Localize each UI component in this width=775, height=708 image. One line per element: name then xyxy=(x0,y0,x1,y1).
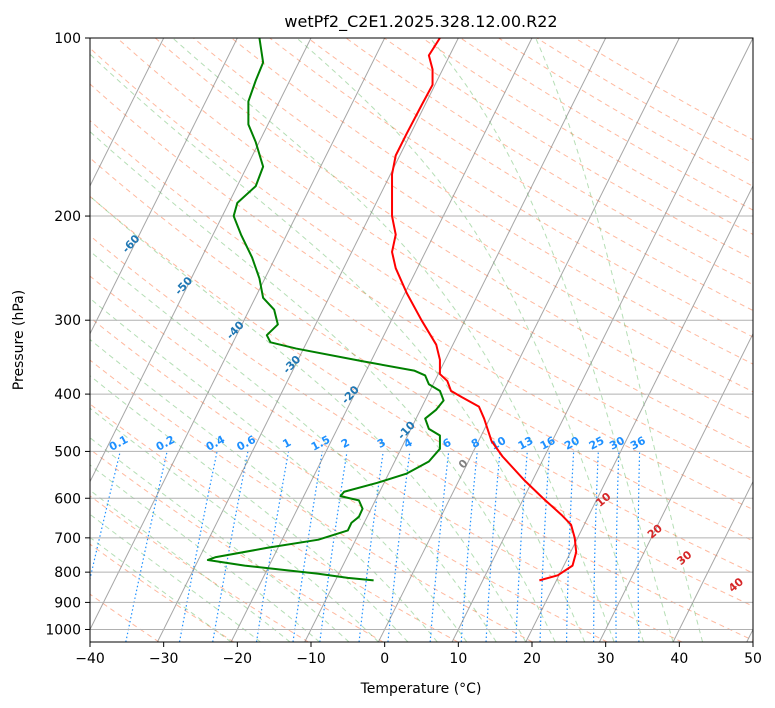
dry-adiabat-line xyxy=(90,359,533,642)
x-tick-label: 0 xyxy=(380,651,389,667)
x-tick-label: −30 xyxy=(149,651,179,667)
moist-adiabat-line xyxy=(296,38,645,642)
skewed-isotherm-line xyxy=(451,38,753,642)
x-tick-label: 50 xyxy=(744,651,762,667)
x-axis-ticks: −40 −30 −20 −10 0 10 20 30 40 50 xyxy=(75,642,762,667)
sounding-series xyxy=(206,38,578,582)
moist-adiabat-line xyxy=(90,338,438,642)
mixing-ratio-line xyxy=(90,451,121,582)
y-tick-label: 900 xyxy=(54,595,81,611)
moist-adiabat-line xyxy=(90,297,468,642)
mixing-ratio-label: 36 xyxy=(628,434,648,453)
mixing-ratio-label: 16 xyxy=(538,434,558,453)
skewed-isotherms xyxy=(90,38,753,642)
mixing-ratio-line xyxy=(358,451,384,642)
dewpoint-profile-line xyxy=(206,38,445,582)
dry-adiabat-line xyxy=(90,593,160,642)
x-axis-title: Temperature (°C) xyxy=(360,681,482,697)
x-tick-label: −10 xyxy=(296,651,326,667)
mixing-ratio-line xyxy=(292,451,323,642)
y-tick-label: 400 xyxy=(54,387,81,403)
mixing-ratio-label: 13 xyxy=(516,434,536,453)
chart-title: wetPf2_C2E1.2025.328.12.00.R22 xyxy=(284,12,557,32)
moist-adiabat-line xyxy=(90,437,350,642)
x-tick-label: 10 xyxy=(449,651,467,667)
dry-adiabat-line xyxy=(90,403,459,642)
y-tick-label: 300 xyxy=(54,313,81,329)
pressure-grid xyxy=(90,38,753,630)
dry-adiabat-line xyxy=(193,38,753,393)
moist-adiabat-line xyxy=(90,464,320,642)
mixing-ratio-line xyxy=(255,451,290,642)
skewed-isotherm-line xyxy=(90,38,386,631)
skewed-isotherm-line xyxy=(90,38,312,483)
plot-frame xyxy=(89,37,754,643)
y-axis-title: Pressure (hPa) xyxy=(11,290,27,390)
dry-adiabat-line xyxy=(345,38,753,286)
mixing-ratio-label: 25 xyxy=(587,434,607,453)
y-tick-label: 100 xyxy=(54,31,81,47)
x-tick-label: −20 xyxy=(223,651,253,667)
mixing-ratio-label: 20 xyxy=(562,434,582,453)
moist-adiabat-line xyxy=(90,375,409,642)
moist-adiabats xyxy=(90,38,704,642)
moist-adiabat-line xyxy=(172,38,615,642)
skewed-isotherm-line xyxy=(156,38,459,642)
y-axis-ticks: 1000 900 800 700 600 500 400 300 200 100 xyxy=(45,31,90,638)
skewed-isotherm-line xyxy=(90,38,238,335)
y-tick-label: 600 xyxy=(54,491,81,507)
y-tick-label: 200 xyxy=(54,209,81,225)
x-tick-label: −40 xyxy=(75,651,105,667)
skewed-isotherm-line xyxy=(377,38,680,642)
moist-adiabat-line xyxy=(90,53,586,642)
skewed-isotherm-line xyxy=(598,332,753,642)
skewed-isotherm-line xyxy=(90,38,165,187)
y-tick-label: 1000 xyxy=(45,622,81,638)
dry-adiabats xyxy=(90,38,753,642)
dry-adiabat-line xyxy=(90,543,235,642)
mixing-ratio-label: 10 xyxy=(489,434,509,453)
x-tick-label: 20 xyxy=(523,651,541,667)
y-tick-label: 700 xyxy=(54,531,81,547)
dry-adiabat-line xyxy=(90,83,753,511)
moist-adiabat-line xyxy=(90,130,556,642)
dry-adiabat-line xyxy=(269,38,753,338)
dry-adiabat-line xyxy=(90,275,683,642)
skewed-isotherm-line xyxy=(304,38,607,642)
skewed-isotherm-line xyxy=(672,480,753,642)
skewed-isotherm-line xyxy=(230,38,533,642)
dry-adiabat-line xyxy=(90,316,608,642)
dry-adiabat-line xyxy=(116,38,753,450)
moist-adiabat-line xyxy=(535,38,704,642)
temperature-profile-line xyxy=(391,38,578,582)
dry-adiabat-line xyxy=(90,195,753,607)
dry-adiabat-line xyxy=(90,448,384,642)
x-tick-label: 30 xyxy=(597,651,615,667)
mixing-ratio-label: 30 xyxy=(607,434,627,453)
mixing-ratio-line xyxy=(387,451,411,642)
dry-adiabat-line xyxy=(90,119,753,542)
moist-adiabat-line xyxy=(90,195,527,642)
x-tick-label: 40 xyxy=(670,651,688,667)
y-tick-label: 800 xyxy=(54,565,81,581)
y-tick-label: 500 xyxy=(54,444,81,460)
